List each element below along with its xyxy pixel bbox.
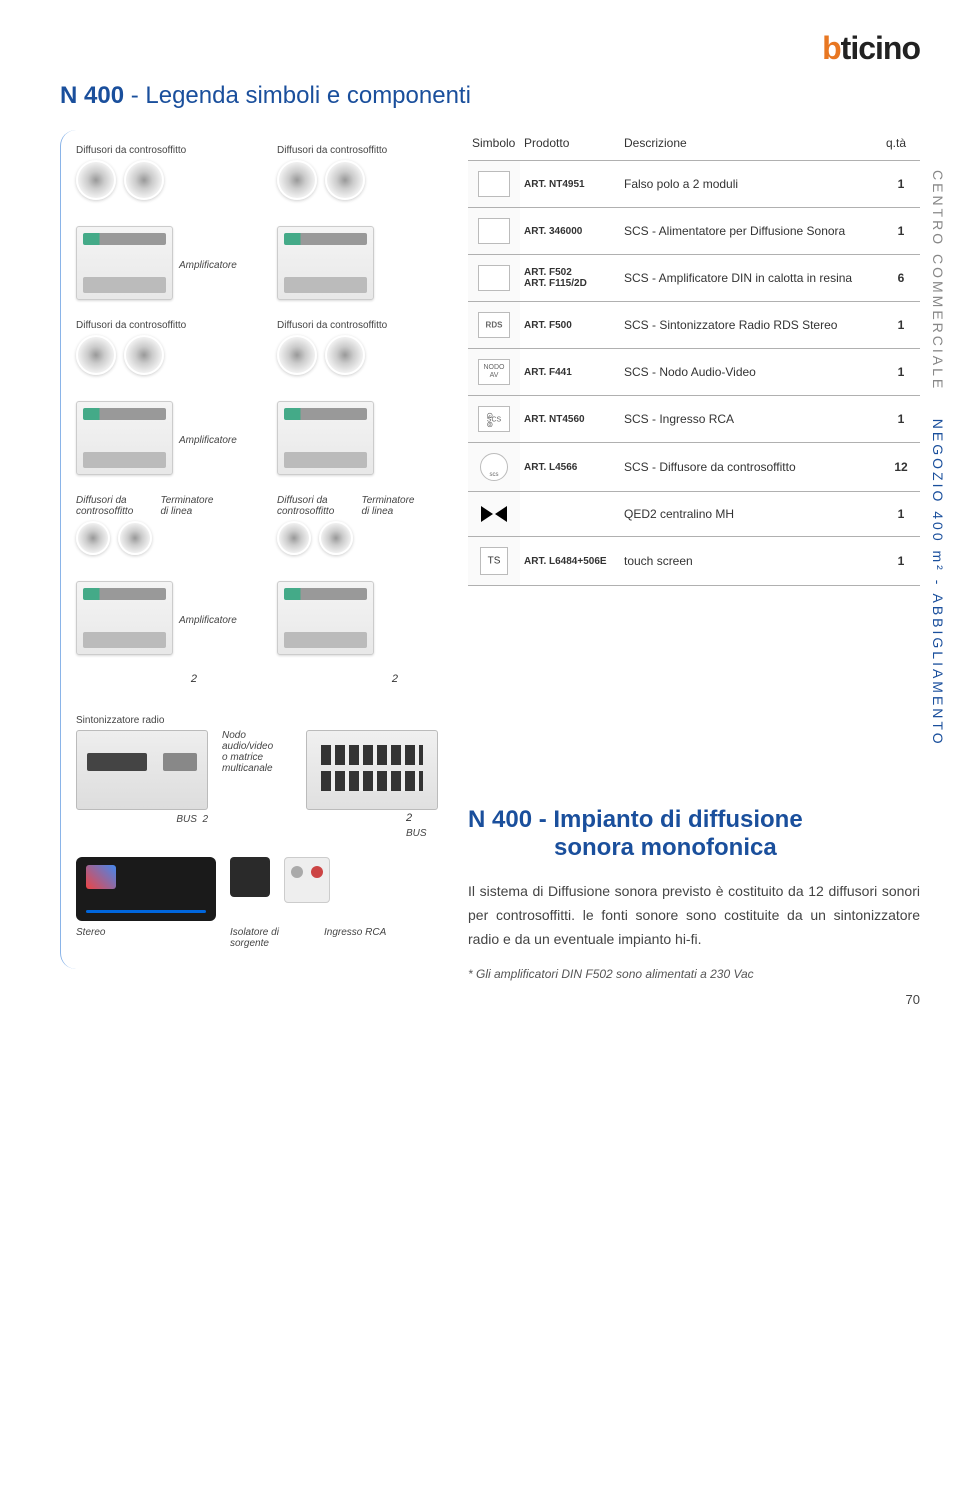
amp-label: Amplificatore — [179, 435, 237, 446]
symbol-icon — [480, 547, 508, 575]
symbol-icon — [478, 312, 510, 338]
cell-prod: ART. 346000 — [520, 208, 620, 255]
din-amplifier-icon — [76, 401, 173, 475]
side-blue: NEGOZIO 400 m² - ABBIGLIAMENTO — [930, 419, 946, 747]
table-row: ART. F500 SCS - Sintonizzatore Radio RDS… — [468, 302, 920, 349]
symbol-icon — [478, 218, 510, 244]
logo-b: b — [822, 30, 841, 66]
symbol-icon — [478, 359, 510, 385]
cell-qty: 6 — [882, 255, 920, 302]
symbol-icon — [479, 502, 509, 526]
symbol-icon — [478, 171, 510, 197]
amp-label: Amplificatore — [179, 260, 237, 271]
cell-desc: SCS - Amplificatore DIN in calotta in re… — [620, 255, 882, 302]
diffusori-label: Diffusori da controsoffitto — [277, 145, 438, 156]
isolator-icon — [230, 857, 270, 897]
cell-prod: ART. L4566 — [520, 443, 620, 492]
cell-desc: SCS - Ingresso RCA — [620, 396, 882, 443]
speaker-icon — [76, 335, 116, 375]
cell-prod — [520, 492, 620, 537]
nodo-label: Nodo audio/video o matrice multicanale — [222, 730, 292, 774]
cell-prod: ART. NT4951 — [520, 161, 620, 208]
diffusori-label: Diffusori da controsoffitto — [277, 320, 438, 331]
speaker-icon — [277, 160, 317, 200]
cell-desc: Falso polo a 2 moduli — [620, 161, 882, 208]
table-row: ART. NT4560 SCS - Ingresso RCA 1 — [468, 396, 920, 443]
cell-desc: touch screen — [620, 537, 882, 586]
speaker-icon — [277, 521, 311, 555]
th-descrizione: Descrizione — [620, 130, 882, 161]
din-amplifier-icon — [277, 401, 374, 475]
speaker-icon — [124, 160, 164, 200]
table-row: ART. F502 ART. F115/2D SCS - Amplificato… — [468, 255, 920, 302]
wire-num: 2 — [76, 673, 237, 685]
stereo-label: Stereo — [76, 927, 216, 949]
cell-qty: 12 — [882, 443, 920, 492]
table-row: ART. L4566 SCS - Diffusore da controsoff… — [468, 443, 920, 492]
cell-qty: 1 — [882, 396, 920, 443]
cell-desc: SCS - Diffusore da controsoffitto — [620, 443, 882, 492]
table-row: ART. L6484+506E touch screen 1 — [468, 537, 920, 586]
isolator-label: Isolatore di sorgente — [230, 927, 310, 949]
table-row: ART. 346000 SCS - Alimentatore per Diffu… — [468, 208, 920, 255]
speaker-icon — [124, 335, 164, 375]
page-title: N 400 - Legenda simboli e componenti — [60, 82, 920, 110]
speaker-icon — [277, 335, 317, 375]
page-number: 70 — [906, 992, 920, 1007]
cell-prod: ART. F502 ART. F115/2D — [520, 255, 620, 302]
cell-qty: 1 — [882, 492, 920, 537]
th-simbolo: Simbolo — [468, 130, 520, 161]
cell-qty: 1 — [882, 161, 920, 208]
footnote: * Gli amplificatori DIN F502 sono alimen… — [468, 967, 920, 981]
cell-desc: SCS - Alimentatore per Diffusione Sonora — [620, 208, 882, 255]
th-qta: q.tà — [882, 130, 920, 161]
speaker-icon — [319, 521, 353, 555]
vertical-section-label: CENTRO COMMERCIALE NEGOZIO 400 m² - ABBI… — [930, 170, 946, 747]
th-prodotto: Prodotto — [520, 130, 620, 161]
speaker-icon — [325, 160, 365, 200]
table-row: QED2 centralino MH 1 — [468, 492, 920, 537]
speaker-icon — [76, 160, 116, 200]
symbol-icon — [480, 453, 508, 481]
side-gray: CENTRO COMMERCIALE — [930, 170, 946, 391]
speaker-icon — [76, 521, 110, 555]
stereo-icon — [76, 857, 216, 921]
components-table: Simbolo Prodotto Descrizione q.tà ART. N… — [468, 130, 920, 586]
din-amplifier-icon — [277, 226, 374, 300]
logo-rest: ticino — [841, 30, 920, 66]
cell-qty: 1 — [882, 208, 920, 255]
wire-num: 2 — [277, 673, 438, 685]
radio-label: Sintonizzatore radio — [76, 715, 438, 726]
cell-desc: QED2 centralino MH — [620, 492, 882, 537]
cell-qty: 1 — [882, 537, 920, 586]
din-amplifier-icon — [76, 581, 173, 655]
cell-prod: ART. L6484+506E — [520, 537, 620, 586]
cell-qty: 1 — [882, 302, 920, 349]
cell-desc: SCS - Nodo Audio-Video — [620, 349, 882, 396]
cell-prod: ART. NT4560 — [520, 396, 620, 443]
section2-title: N 400 - Impianto di diffusione sonora mo… — [468, 806, 920, 862]
diffusori-label: Diffusori da controsoffitto — [76, 145, 237, 156]
cell-prod: ART. F500 — [520, 302, 620, 349]
speaker-icon — [118, 521, 152, 555]
wiring-diagram: Diffusori da controsoffitto Diffusori da… — [60, 130, 448, 969]
cell-desc: SCS - Sintonizzatore Radio RDS Stereo — [620, 302, 882, 349]
symbol-icon — [478, 406, 510, 432]
symbol-icon — [478, 265, 510, 291]
matrix-icon — [306, 730, 438, 810]
amp-label: Amplificatore — [179, 615, 237, 626]
cell-qty: 1 — [882, 349, 920, 396]
diffusori-label: Diffusori da controsoffitto — [76, 320, 237, 331]
din-amplifier-icon — [76, 226, 173, 300]
cell-prod: ART. F441 — [520, 349, 620, 396]
rca-label: Ingresso RCA — [324, 927, 386, 949]
section2-body: Il sistema di Diffusione sonora previsto… — [468, 880, 920, 951]
speaker-icon — [325, 335, 365, 375]
rca-input-icon — [284, 857, 330, 903]
radio-tuner-icon — [76, 730, 208, 810]
logo: bticino — [60, 30, 920, 67]
table-row: ART. NT4951 Falso polo a 2 moduli 1 — [468, 161, 920, 208]
din-amplifier-icon — [277, 581, 374, 655]
table-row: ART. F441 SCS - Nodo Audio-Video 1 — [468, 349, 920, 396]
